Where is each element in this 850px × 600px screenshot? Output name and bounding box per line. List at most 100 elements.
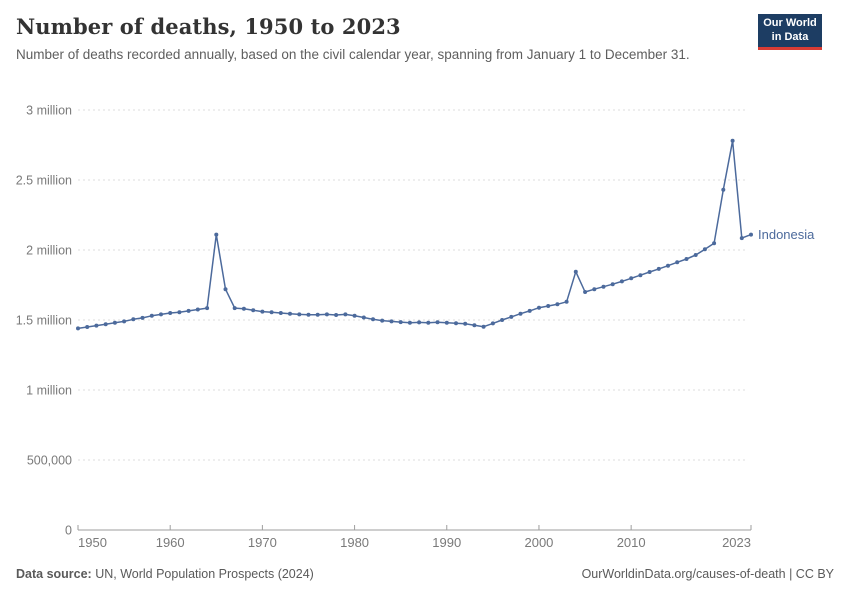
x-axis-label: 2023: [722, 535, 751, 550]
y-axis-label: 2.5 million: [16, 174, 72, 188]
data-point[interactable]: [527, 308, 532, 313]
data-point[interactable]: [205, 306, 210, 311]
data-point[interactable]: [444, 320, 449, 325]
data-point[interactable]: [749, 232, 753, 237]
data-point[interactable]: [223, 287, 228, 292]
data-point[interactable]: [241, 306, 246, 311]
y-axis-label: 3 million: [26, 104, 72, 118]
data-point[interactable]: [463, 321, 468, 326]
data-point[interactable]: [260, 309, 265, 314]
credit-link[interactable]: OurWorldinData.org/causes-of-death | CC …: [581, 567, 834, 581]
data-point[interactable]: [712, 241, 717, 246]
data-point[interactable]: [472, 323, 477, 328]
data-point[interactable]: [417, 320, 422, 325]
data-point[interactable]: [509, 314, 514, 319]
x-axis-label: 1980: [340, 535, 369, 550]
data-point[interactable]: [537, 305, 541, 310]
data-point[interactable]: [555, 302, 560, 307]
y-axis-label: 500,000: [27, 454, 72, 468]
data-point[interactable]: [702, 247, 707, 252]
series-line-indonesia[interactable]: [77, 140, 752, 330]
data-point[interactable]: [647, 270, 652, 274]
data-point[interactable]: [315, 312, 320, 317]
data-point[interactable]: [638, 273, 643, 278]
data-point[interactable]: [380, 318, 385, 323]
data-point[interactable]: [168, 311, 173, 315]
data-point[interactable]: [94, 323, 99, 328]
data-point[interactable]: [140, 315, 145, 320]
data-point[interactable]: [334, 313, 339, 317]
x-axis-label: 2010: [617, 535, 646, 550]
data-point[interactable]: [573, 269, 578, 274]
data-point[interactable]: [583, 290, 588, 294]
data-point[interactable]: [288, 311, 292, 316]
chart-header: Number of deaths, 1950 to 2023 Number of…: [16, 14, 834, 65]
data-point[interactable]: [610, 282, 615, 287]
data-point[interactable]: [656, 266, 661, 271]
owid-logo[interactable]: Our World in Data: [758, 14, 822, 50]
data-point[interactable]: [619, 279, 624, 284]
data-point[interactable]: [693, 253, 698, 257]
y-axis-label: 2 million: [26, 244, 72, 258]
data-point[interactable]: [85, 325, 90, 329]
x-axis-label: 1990: [432, 535, 461, 550]
data-point[interactable]: [214, 232, 219, 237]
data-source-text: UN, World Population Prospects (2024): [91, 567, 314, 581]
data-point[interactable]: [361, 315, 366, 320]
owid-logo-line2: in Data: [771, 30, 809, 43]
data-point[interactable]: [518, 311, 523, 316]
data-point[interactable]: [666, 263, 670, 268]
x-axis-label: 1960: [156, 535, 185, 550]
data-point[interactable]: [278, 311, 283, 315]
data-point[interactable]: [500, 318, 505, 322]
data-point[interactable]: [490, 321, 495, 326]
x-axis-label: 1950: [78, 535, 107, 550]
data-point[interactable]: [371, 317, 375, 322]
data-point[interactable]: [343, 312, 348, 317]
data-point[interactable]: [721, 187, 726, 192]
data-point[interactable]: [389, 319, 394, 324]
data-point[interactable]: [730, 138, 735, 143]
entity-label[interactable]: Indonesia: [758, 227, 815, 242]
data-point[interactable]: [159, 312, 163, 317]
data-point[interactable]: [232, 306, 237, 311]
data-point[interactable]: [481, 324, 486, 329]
data-point[interactable]: [564, 299, 569, 304]
data-point[interactable]: [186, 308, 191, 313]
data-point[interactable]: [177, 310, 182, 315]
data-point[interactable]: [131, 317, 136, 322]
y-axis-label: 1.5 million: [16, 314, 72, 328]
data-point[interactable]: [435, 320, 440, 325]
data-point[interactable]: [324, 312, 329, 317]
x-axis-label: 1970: [248, 535, 277, 550]
data-point[interactable]: [195, 307, 200, 312]
data-source-label: Data source:: [16, 567, 92, 581]
data-point[interactable]: [675, 260, 680, 265]
data-point[interactable]: [546, 304, 551, 308]
owid-logo-line1: Our World: [763, 17, 817, 30]
data-point[interactable]: [407, 320, 412, 325]
data-point[interactable]: [352, 313, 357, 318]
data-point[interactable]: [112, 320, 117, 325]
data-point[interactable]: [398, 320, 403, 325]
data-source: Data source: UN, World Population Prospe…: [16, 567, 314, 581]
chart-footer: Data source: UN, World Population Prospe…: [16, 567, 834, 581]
data-point[interactable]: [76, 326, 80, 331]
data-point[interactable]: [592, 287, 597, 292]
data-point[interactable]: [269, 310, 274, 315]
data-point[interactable]: [601, 284, 606, 289]
data-point[interactable]: [251, 308, 256, 313]
data-point[interactable]: [306, 312, 311, 317]
data-point[interactable]: [629, 276, 634, 281]
data-point[interactable]: [426, 320, 431, 325]
x-axis-label: 2000: [524, 535, 553, 550]
data-point[interactable]: [103, 322, 108, 327]
data-point[interactable]: [297, 312, 302, 317]
data-point[interactable]: [454, 321, 458, 326]
data-point[interactable]: [739, 236, 744, 241]
data-point[interactable]: [149, 313, 154, 318]
data-point[interactable]: [122, 319, 127, 324]
data-point[interactable]: [684, 257, 689, 261]
